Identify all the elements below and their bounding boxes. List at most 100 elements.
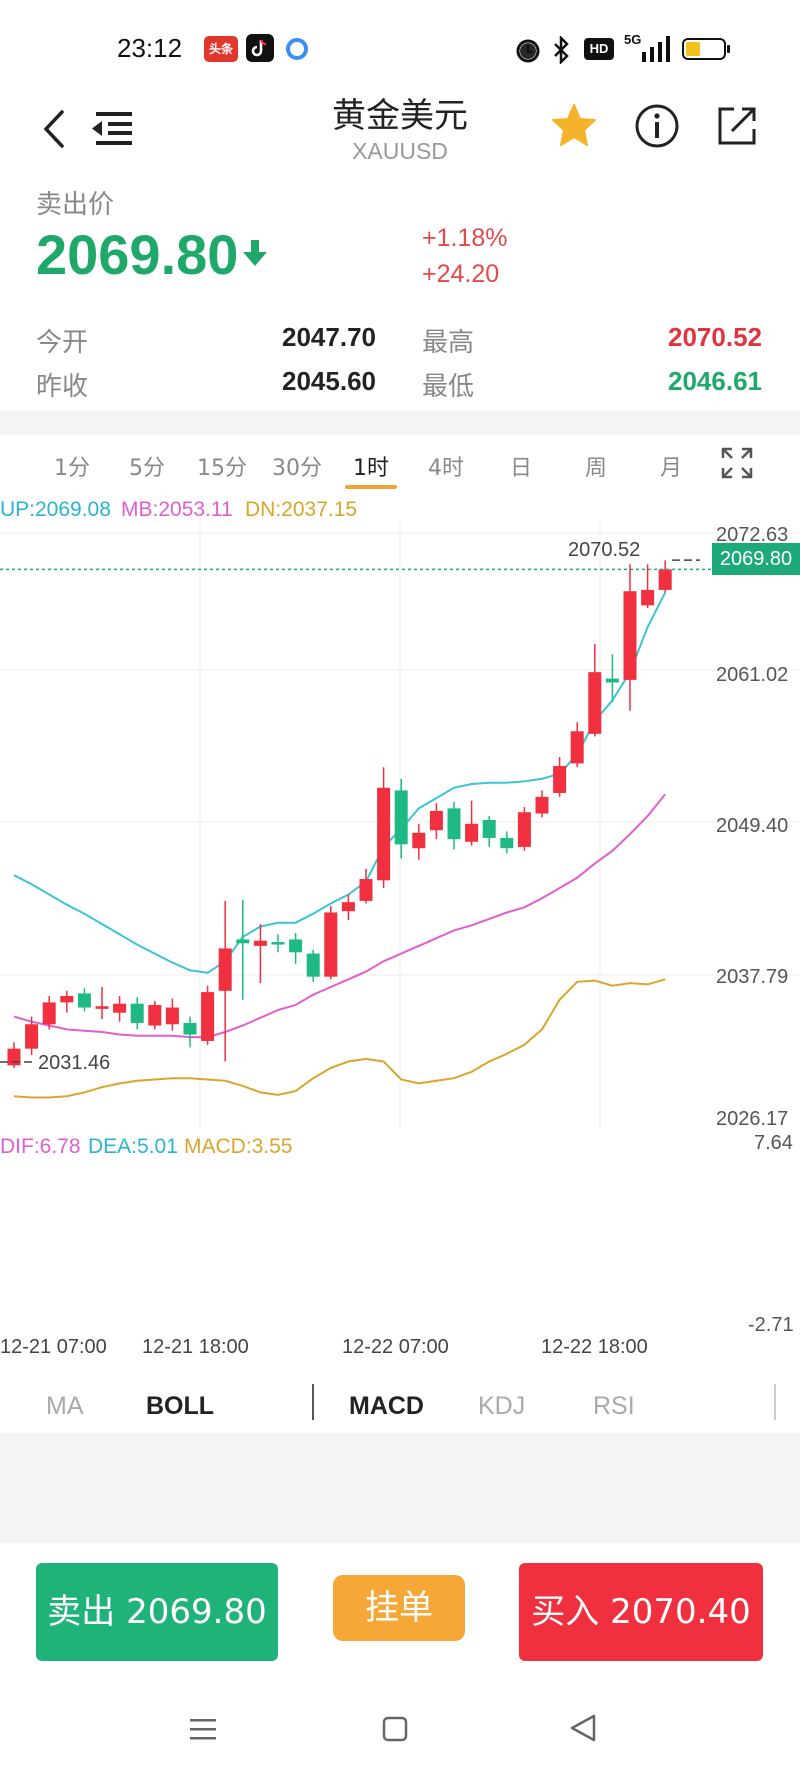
tab-week[interactable]: 周 <box>584 456 607 481</box>
home-icon[interactable] <box>381 1714 409 1744</box>
symbol-code: XAUUSD <box>352 138 448 164</box>
y-axis-label: 2072.63 <box>716 524 789 546</box>
y-axis-label: 2037.79 <box>716 966 789 988</box>
price-down-arrow-icon <box>243 240 267 266</box>
douyin-app-icon <box>246 34 274 62</box>
candle-body <box>289 939 303 953</box>
candle-body <box>429 810 443 831</box>
low-value: 2046.61 <box>668 366 762 396</box>
indicator-tab-kdj[interactable]: KDJ <box>478 1392 526 1420</box>
macd-dea-legend: DEA:5.01 <box>88 1135 178 1158</box>
candle-body <box>500 837 514 849</box>
candle-body <box>201 992 215 1041</box>
candle-body <box>447 808 461 840</box>
candle-body <box>324 912 338 977</box>
active-tab-underline <box>345 485 397 489</box>
buy-button[interactable]: 买入 2070.40 <box>519 1563 763 1661</box>
candle-body <box>306 953 320 977</box>
macd-value-legend: MACD:3.55 <box>184 1135 293 1158</box>
boll-dn-line <box>13 978 666 1099</box>
prev-close-value: 2045.60 <box>282 366 376 396</box>
battery-icon <box>682 38 730 60</box>
hd-badge: HD <box>584 38 614 60</box>
indicator-edge-divider <box>774 1384 776 1420</box>
macd-dif-legend: DIF:6.78 <box>0 1135 81 1158</box>
tab-month[interactable]: 月 <box>659 456 682 481</box>
candle-body <box>623 591 637 680</box>
tab-day[interactable]: 日 <box>509 456 532 481</box>
back-icon[interactable] <box>40 108 68 150</box>
tab-30min[interactable]: 30分 <box>272 456 322 481</box>
menu-collapse-icon[interactable] <box>88 108 134 148</box>
boll-mb-line <box>13 793 666 1039</box>
prev-close-label: 昨收 <box>36 372 89 402</box>
candle-body <box>341 902 355 912</box>
candle-body <box>517 812 531 847</box>
candle-body <box>7 1048 21 1066</box>
candle-body <box>77 993 91 1008</box>
status-time: 23:12 <box>117 33 183 63</box>
candle-body <box>183 1022 197 1035</box>
candle-body <box>412 832 426 849</box>
candle-body <box>148 1004 162 1026</box>
back-nav-icon[interactable] <box>568 1712 598 1744</box>
candle-body <box>218 948 232 991</box>
candle-body <box>25 1024 39 1049</box>
y-axis-label: 2049.40 <box>716 815 789 837</box>
candle-body <box>553 765 567 793</box>
favorite-star-icon[interactable] <box>550 102 598 150</box>
tab-5min[interactable]: 5分 <box>129 456 165 481</box>
indicator-tab-boll[interactable]: BOLL <box>146 1392 215 1420</box>
x-axis-label: 12-22 18:00 <box>541 1336 648 1358</box>
low-marker-label: 2031.46 <box>38 1052 111 1074</box>
status-bar: 23:12 头条 HD 5G <box>0 0 800 100</box>
candle-body <box>60 995 74 1003</box>
indicator-tab-rsi[interactable]: RSI <box>593 1392 635 1420</box>
low-label: 最低 <box>422 372 475 402</box>
candle-body <box>42 1002 56 1025</box>
fullscreen-icon[interactable] <box>720 446 754 480</box>
indicator-tab-macd[interactable]: MACD <box>349 1392 424 1420</box>
candle-body <box>130 1003 144 1023</box>
current-price: 2069.80 <box>36 223 239 286</box>
tab-1hour[interactable]: 1时 <box>353 456 389 481</box>
candle-body <box>482 819 496 838</box>
recent-apps-icon[interactable] <box>188 1714 218 1744</box>
candle-body <box>570 731 584 764</box>
indicator-tab-ma[interactable]: MA <box>46 1392 84 1420</box>
share-icon[interactable] <box>714 103 760 149</box>
candle-body <box>588 672 602 734</box>
candle-body <box>95 1006 109 1009</box>
candle-body <box>236 939 250 944</box>
sell-price-label: 卖出价 <box>36 190 115 220</box>
candle-body <box>377 787 391 881</box>
page-title: 黄金美元 <box>332 96 468 136</box>
indicator-divider <box>312 1384 314 1420</box>
tab-4hour[interactable]: 4时 <box>428 456 464 481</box>
pending-order-button[interactable]: 挂单 <box>333 1575 465 1641</box>
candle-body <box>658 569 672 590</box>
spacer-panel <box>0 1433 800 1543</box>
divider-band <box>0 411 800 435</box>
candle-body <box>165 1007 179 1025</box>
candle-body <box>271 942 285 945</box>
sell-button[interactable]: 卖出 2069.80 <box>36 1563 278 1661</box>
change-amount: +24.20 <box>422 260 500 288</box>
last-price-tag: 2069.80 <box>712 543 800 575</box>
tab-1min[interactable]: 1分 <box>54 456 90 481</box>
boll-up-line <box>13 592 667 974</box>
browser-app-icon <box>286 38 308 60</box>
boll-mb-legend: MB:2053.11 <box>121 498 233 521</box>
info-icon[interactable] <box>634 103 680 149</box>
system-nav-bar <box>0 1690 800 1778</box>
y-axis-label: 2061.02 <box>716 664 789 686</box>
candle-body <box>253 940 267 946</box>
candlestick-chart[interactable] <box>0 522 800 1128</box>
y-axis-label: 2026.17 <box>716 1108 789 1130</box>
macd-y-axis-label: 7.64 <box>754 1132 793 1154</box>
open-value: 2047.70 <box>282 322 376 352</box>
x-axis-label: 12-21 07:00 <box>0 1336 107 1358</box>
tab-15min[interactable]: 15分 <box>197 456 247 481</box>
toutiao-app-icon: 头条 <box>204 36 238 62</box>
candle-body <box>535 796 549 814</box>
